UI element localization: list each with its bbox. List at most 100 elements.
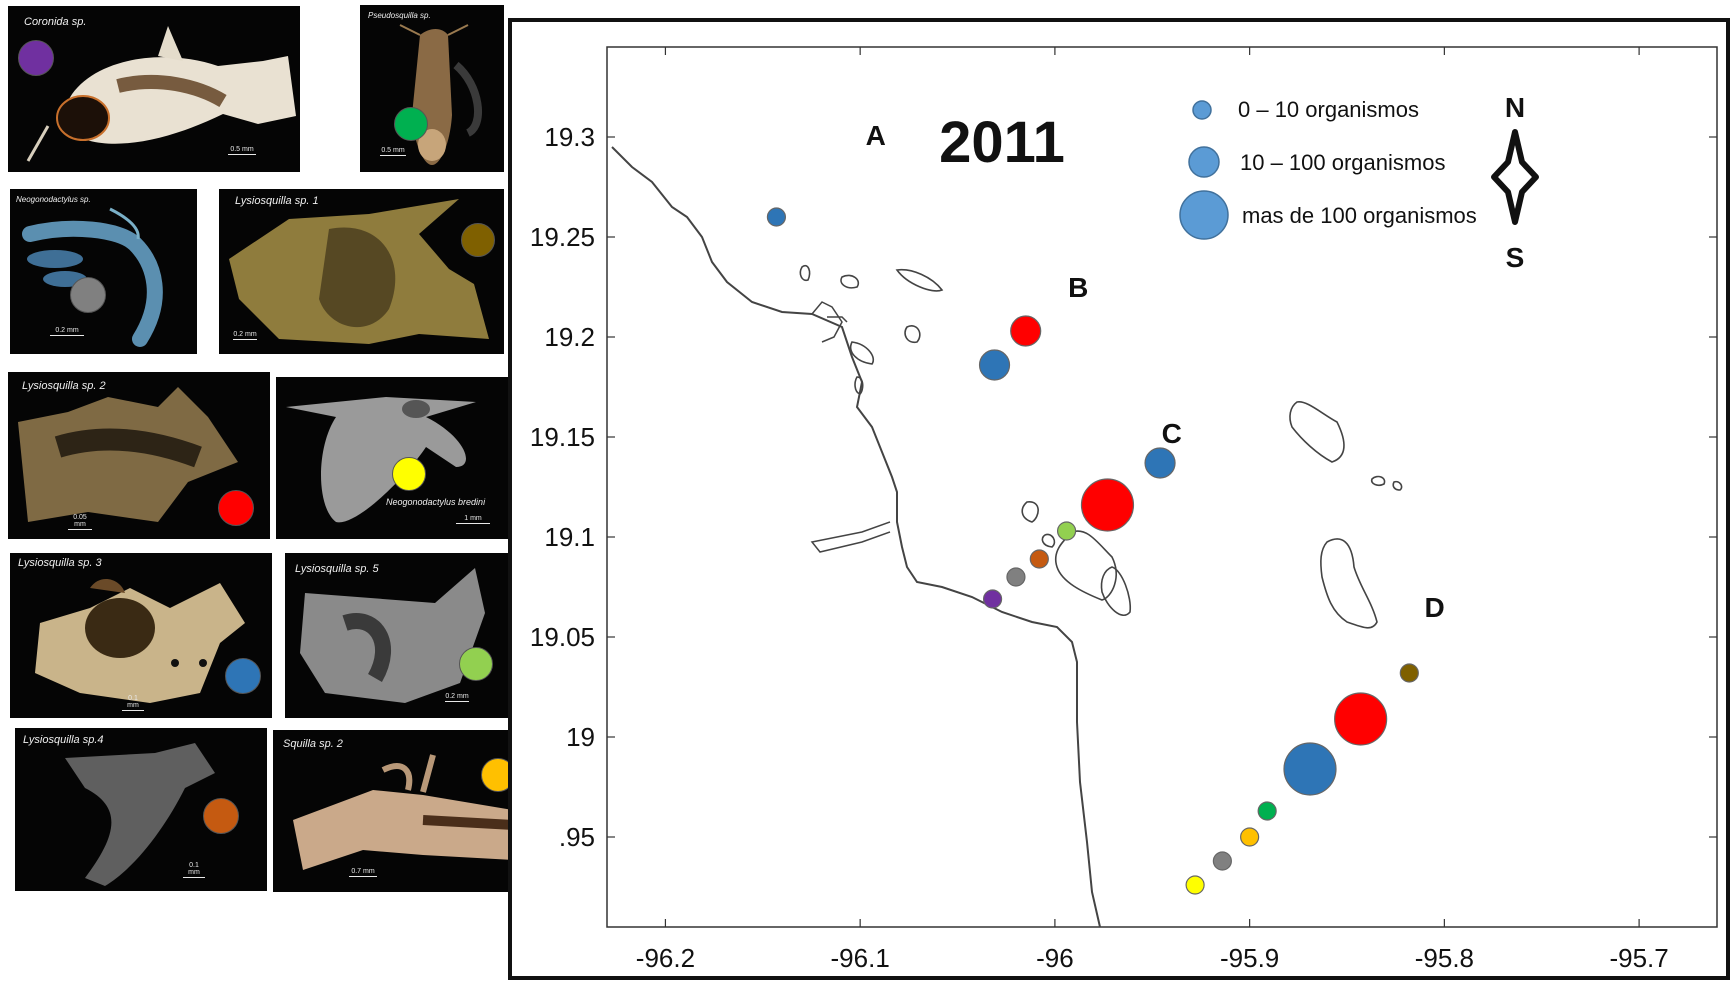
specimen-tile-squilla-2: Squilla sp. 2 0.7 mm (273, 730, 549, 892)
y-tick-label: 19.15 (530, 422, 595, 452)
axis-ticks: -96.2 -96.1 -96 -95.9 -95.8 -95.7 19.3 19.25 19.… (530, 47, 1717, 973)
legend: 0 – 10 organismos 10 – 100 organismos ma… (1179, 97, 1477, 240)
y-tick-label: 19.05 (530, 622, 595, 652)
species-color-marker (394, 107, 428, 141)
specimen-name: Coronida sp. (24, 16, 87, 28)
specimen-photo (65, 743, 215, 886)
scale-bar: 0.1 mm (122, 695, 144, 711)
specimen-name: Lysiosquilla sp.4 (23, 734, 104, 746)
specimen-tile-neogonodactylus-bredini: Neogonodactylus bredini 1 mm (276, 377, 509, 539)
x-tick-label: -96.2 (636, 943, 695, 973)
sample-point (1399, 663, 1419, 683)
species-color-marker (203, 798, 239, 834)
species-color-marker (461, 223, 495, 257)
map-year-title: 2011 (939, 110, 1065, 175)
legend-label-medium: 10 – 100 organismos (1240, 150, 1445, 175)
legend-label-small: 0 – 10 organismos (1238, 97, 1419, 122)
coastline-inlet (810, 301, 891, 553)
sample-point (1257, 801, 1277, 821)
scale-bar: 0.2 mm (445, 693, 469, 702)
legend-symbol-medium (1188, 146, 1220, 178)
specimen-photo (26, 26, 296, 162)
specimen-name: Lysiosquilla sp. 3 (18, 557, 102, 569)
sample-point (766, 207, 787, 227)
specimen-tile-lysiosquilla-2: Lysiosquilla sp. 2 0.05 mm (8, 372, 270, 539)
specimen-photo (293, 754, 538, 870)
species-color-marker (225, 658, 261, 694)
specimen-tile-lysiosquilla-4: Lysiosquilla sp.4 0.1 mm (15, 728, 267, 891)
specimen-tile-lysiosquilla-1: Lysiosquilla sp. 1 0.2 mm (219, 189, 504, 354)
sample-point (978, 349, 1011, 381)
legend-symbol-large (1179, 190, 1229, 240)
sample-points (766, 207, 1419, 895)
map-frame: -96.2 -96.1 -96 -95.9 -95.8 -95.7 19.3 19.25 19.… (508, 18, 1730, 980)
sample-point (1080, 478, 1135, 532)
sample-point (1334, 692, 1388, 746)
coastline (611, 146, 1101, 928)
x-tick-label: -95.9 (1220, 943, 1279, 973)
sample-point (982, 589, 1003, 609)
compass-south-label: S (1506, 242, 1525, 273)
region-label-a: A (866, 120, 886, 151)
region-label-c: C (1162, 418, 1182, 449)
plot-border (606, 46, 1718, 928)
specimen-photo (229, 199, 489, 344)
scale-bar: 0.5 mm (228, 146, 256, 155)
sample-point (1056, 521, 1077, 541)
sample-point (1240, 827, 1260, 847)
x-tick-label: -95.8 (1415, 943, 1474, 973)
specimen-name: Lysiosquilla sp. 5 (295, 563, 379, 575)
specimen-photo (22, 207, 163, 347)
sample-point (1010, 315, 1042, 347)
distribution-map: -96.2 -96.1 -96 -95.9 -95.8 -95.7 19.3 19.25 19.… (530, 46, 1718, 973)
x-tick-label: -96 (1036, 943, 1074, 973)
y-tick-label: 19 (566, 722, 595, 752)
specimen-tile-lysiosquilla-3: Lysiosquilla sp. 3 0.1 mm (10, 553, 272, 718)
specimen-name: Lysiosquilla sp. 1 (235, 195, 319, 207)
y-tick-label: 19.2 (544, 322, 595, 352)
x-tick-label: -96.1 (831, 943, 890, 973)
specimen-name: Pseudosquilla sp. (368, 11, 431, 20)
species-color-marker (18, 40, 54, 76)
legend-symbol-small (1192, 100, 1212, 120)
y-tick-label: 19.25 (530, 222, 595, 252)
specimen-name: Neogonodactylus bredini (386, 497, 486, 507)
species-color-marker (70, 277, 106, 313)
y-tick-label: .95 (559, 822, 595, 852)
scale-bar: 0.05 mm (68, 514, 92, 530)
species-color-marker (459, 647, 493, 681)
sample-point (1144, 447, 1176, 479)
sample-point (1212, 851, 1232, 871)
specimen-photo (286, 397, 476, 523)
specimen-tile-pseudosquilla: Pseudosquilla sp. 0.5 mm (360, 5, 504, 172)
specimen-photo (300, 568, 485, 703)
scale-bar: 0.2 mm (233, 331, 257, 340)
region-labels: A B C D (866, 120, 1445, 623)
scale-bar: 1 mm (456, 515, 490, 524)
scale-bar: 0.2 mm (50, 327, 84, 336)
sample-point (1283, 742, 1337, 796)
x-tick-label: -95.7 (1609, 943, 1668, 973)
y-tick-label: 19.3 (544, 122, 595, 152)
region-label-d: D (1425, 592, 1445, 623)
sample-point (1029, 549, 1049, 569)
scale-bar: 0.1 mm (183, 862, 205, 878)
compass-rose: N S (1491, 92, 1539, 273)
specimen-tile-neogonodactylus: Neogonodactylus sp. 0.2 mm (10, 189, 197, 354)
specimen-name: Neogonodactylus sp. (16, 195, 91, 204)
compass-north-label: N (1505, 92, 1525, 123)
region-label-b: B (1068, 272, 1088, 303)
sample-point (1006, 567, 1026, 587)
specimen-photo (35, 578, 245, 703)
scale-bar: 0.7 mm (349, 868, 377, 877)
species-color-marker (392, 457, 426, 491)
species-color-marker (218, 490, 254, 526)
specimen-name: Lysiosquilla sp. 2 (22, 380, 106, 392)
reef-outlines (799, 264, 1403, 629)
specimen-tile-lysiosquilla-5: Lysiosquilla sp. 5 0.2 mm (285, 553, 509, 718)
scale-bar: 0.5 mm (380, 147, 406, 156)
specimen-tile-coronida: Coronida sp. 0.5 mm (8, 6, 300, 172)
specimen-name: Squilla sp. 2 (283, 738, 343, 750)
legend-label-large: mas de 100 organismos (1242, 203, 1477, 228)
compass-star-icon (1491, 129, 1539, 225)
